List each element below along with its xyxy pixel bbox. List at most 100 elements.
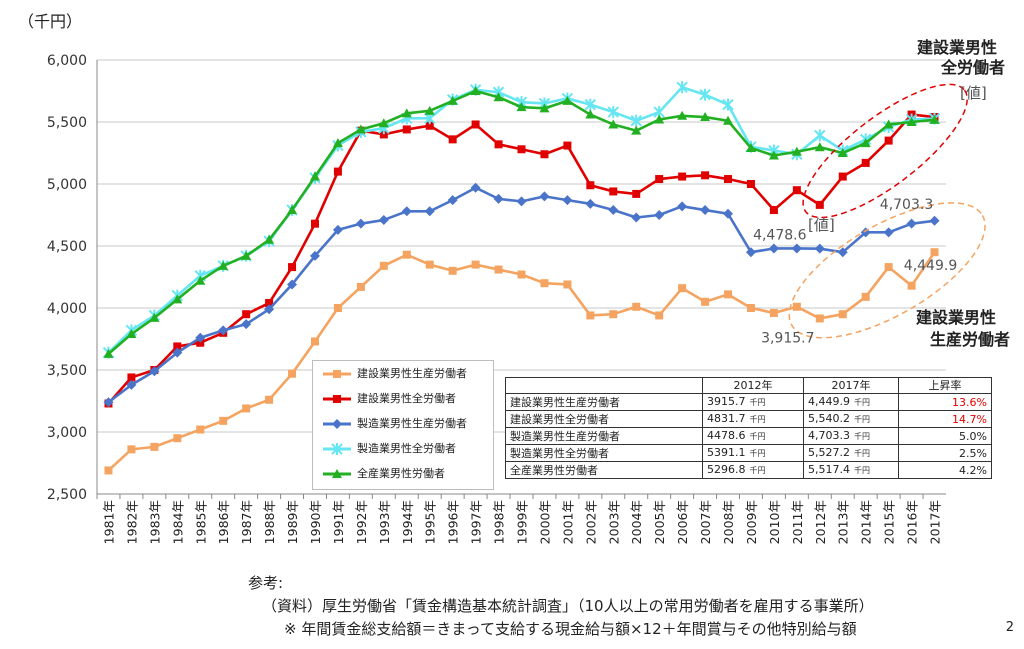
data-point <box>149 366 160 377</box>
data-point <box>264 304 275 315</box>
data-point <box>838 172 847 181</box>
data-point <box>861 292 870 301</box>
data-point <box>173 342 182 351</box>
table-cell-2017: 4,703.3 千円 <box>803 427 899 445</box>
table-row: 全産業男性労働者 5296.8 千円 5,517.4 千円 4.2% <box>505 461 992 479</box>
data-point <box>837 247 848 258</box>
table-row: 建設業男性全労働者 4831.7 千円 5,540.2 千円 14.7% <box>505 410 992 428</box>
data-point <box>355 124 366 134</box>
cell-value: 4478.6 <box>707 429 746 442</box>
legend-swatch <box>323 370 351 378</box>
data-point <box>676 81 688 94</box>
data-point <box>701 297 710 306</box>
x-tick-label: 1992年 <box>354 500 369 544</box>
data-point <box>723 115 734 125</box>
data-point <box>632 302 641 311</box>
data-point <box>218 325 229 336</box>
x-tick-label: 2002年 <box>583 500 598 544</box>
data-point <box>723 208 734 219</box>
annotation-prod-title-1: 建設業男性 <box>915 308 996 327</box>
table-header-2012: 2012年 <box>702 377 804 394</box>
x-tick-label: 2001年 <box>560 500 575 544</box>
data-point <box>196 425 205 434</box>
data-point <box>631 125 642 135</box>
data-point <box>333 167 342 176</box>
data-point <box>654 210 665 220</box>
table-row: 製造業男性全労働者 5391.1 千円 5,527.2 千円 2.5% <box>505 444 992 462</box>
data-label: 3,915.7 <box>761 330 814 346</box>
data-point <box>678 284 687 293</box>
data-point <box>677 110 688 120</box>
data-label: 4,449.9 <box>904 258 957 274</box>
x-tick-label: 1999年 <box>515 500 530 544</box>
table-cell-2012: 4478.6 千円 <box>702 427 804 445</box>
x-tick-label: 2006年 <box>675 500 690 544</box>
data-point <box>792 186 801 195</box>
data-point <box>563 141 572 150</box>
data-point <box>724 175 733 184</box>
annotation-prod-title-2: 生産労働者 <box>929 330 1010 349</box>
data-point <box>929 114 940 124</box>
annotation-total-title-2: 全労働者 <box>940 58 1005 77</box>
data-point <box>791 243 802 254</box>
x-tick-label: 1989年 <box>285 500 300 544</box>
cell-unit: 千円 <box>854 466 870 475</box>
data-point <box>332 138 343 148</box>
data-point <box>883 119 894 129</box>
cell-unit: 千円 <box>749 398 766 407</box>
data-point <box>792 302 801 311</box>
data-point <box>356 282 365 291</box>
data-point <box>745 143 756 153</box>
x-tick-label: 1987年 <box>239 500 254 544</box>
data-point <box>815 200 824 209</box>
table-body: 建設業男性生産労働者 3915.7 千円 4,449.9 千円 13.6% 建設業男性全労働… <box>505 393 992 479</box>
table-cell-rate: 4.2% <box>898 461 992 479</box>
x-tick-label: 2008年 <box>721 500 736 544</box>
data-point <box>562 195 573 206</box>
series-line <box>107 113 935 405</box>
data-point <box>768 150 779 160</box>
y-tick-label: 4,500 <box>47 239 87 255</box>
y-axis: 2,500 3,000 3,500 4,000 4,500 5,000 5,500 6,000 <box>47 53 98 503</box>
table-cell-rate: 5.0% <box>898 427 992 445</box>
cell-value: 5,527.2 <box>808 446 850 459</box>
data-point <box>309 171 320 181</box>
data-point <box>607 106 619 119</box>
data-point <box>172 294 183 304</box>
data-point <box>264 234 275 244</box>
x-tick-label: 1981年 <box>101 500 116 544</box>
annotation-total-unit-top: [値] <box>960 84 987 102</box>
data-point <box>103 397 114 408</box>
data-point <box>584 98 597 111</box>
data-point <box>814 142 825 152</box>
x-tick-label: 1990年 <box>308 500 323 544</box>
x-tick-label: 2003年 <box>606 500 621 544</box>
data-point <box>493 193 504 204</box>
data-point <box>516 102 527 112</box>
data-point <box>586 311 595 320</box>
data-point <box>355 218 366 229</box>
data-point <box>884 263 893 272</box>
data-point <box>722 98 734 111</box>
table-cell-name: 建設業男性全労働者 <box>505 410 703 428</box>
data-point <box>127 445 136 454</box>
table-cell-rate: 14.7% <box>898 410 992 428</box>
data-point <box>768 243 779 254</box>
table-cell-2012: 4831.7 千円 <box>702 410 804 428</box>
x-tick-label: 1996年 <box>446 500 461 544</box>
x-tick-label: 1997年 <box>469 500 484 544</box>
data-point <box>288 369 297 378</box>
data-point <box>585 198 596 209</box>
data-point <box>609 187 618 196</box>
data-point <box>401 206 412 217</box>
legend-label: 建設業男性生産労働者 <box>357 367 467 380</box>
x-tick-label: 1995年 <box>423 500 438 544</box>
data-point <box>608 119 619 129</box>
table-header-row: 2012年 2017年 上昇率 <box>505 377 992 394</box>
data-point <box>815 314 824 323</box>
data-point <box>814 129 826 142</box>
cell-value: 建設業男性全労働者 <box>510 412 609 426</box>
legend-label: 建設業男性全労働者 <box>357 392 456 405</box>
data-point <box>930 248 939 257</box>
legend-swatch <box>323 469 351 478</box>
